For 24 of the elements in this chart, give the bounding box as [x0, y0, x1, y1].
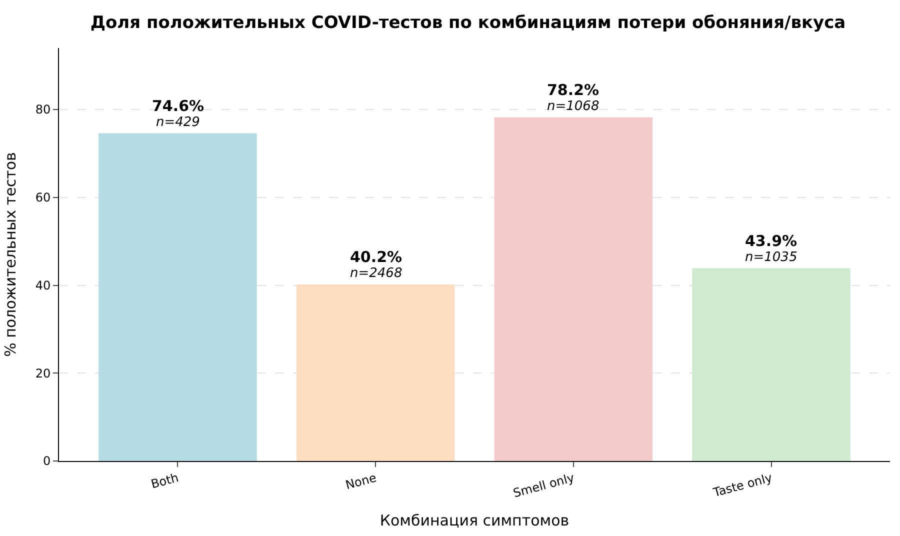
bar	[98, 133, 257, 461]
x-tick-label: Taste only	[710, 470, 774, 500]
bar	[494, 117, 653, 461]
bar	[296, 284, 455, 461]
annotation: n=1035	[745, 250, 798, 265]
x-tick-label: Smell only	[512, 470, 576, 500]
annotation: n=2468	[350, 266, 402, 281]
annotation: n=429	[156, 115, 200, 130]
y-tick-label: 20	[35, 366, 51, 380]
y-axis-title: % положительных тестов	[2, 152, 20, 357]
data-label: 40.2%	[350, 248, 402, 266]
annotation: n=1068	[547, 99, 600, 114]
chart-title: Доля положительных COVID-тестов по комбинациям потери обоняния/вкуса	[90, 12, 846, 33]
x-axis-title: Комбинация симптомов	[380, 511, 570, 530]
bar	[692, 268, 850, 461]
data-label: 78.2%	[547, 81, 600, 99]
y-tick-label: 80	[35, 102, 51, 117]
x-tick-label: None	[344, 470, 378, 492]
y-tick-label: 0	[42, 454, 51, 468]
y-tick-label: 60	[35, 190, 51, 205]
y-tick-label: 40	[35, 278, 51, 292]
x-tick-label: Both	[149, 470, 180, 492]
data-label: 74.6%	[152, 97, 204, 115]
data-label: 43.9%	[745, 232, 798, 250]
